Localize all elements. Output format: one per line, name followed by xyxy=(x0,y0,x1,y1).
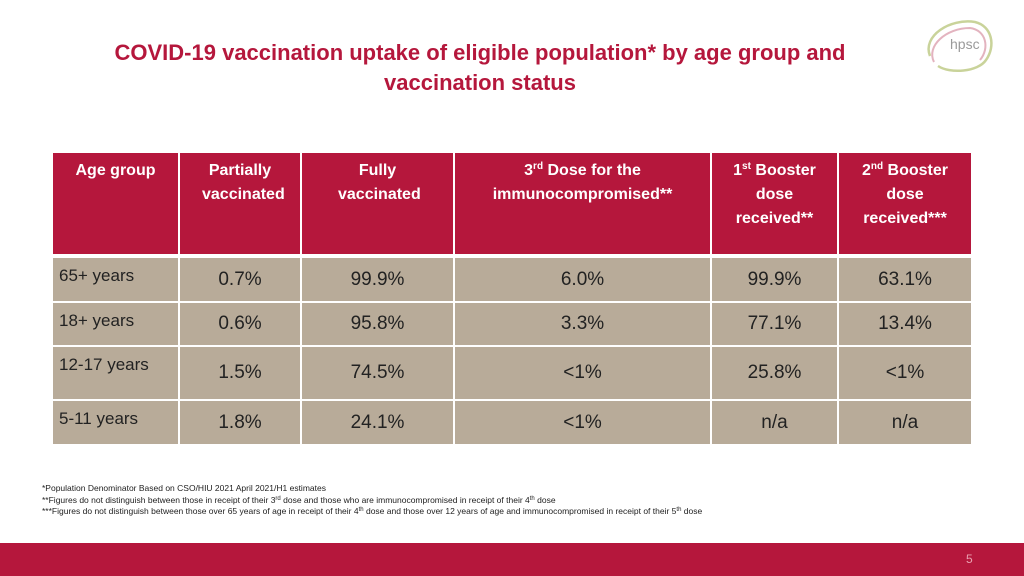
cell-2nd-booster: <1% xyxy=(838,345,971,400)
page-title: COVID-19 vaccination uptake of eligible … xyxy=(40,38,920,98)
header-3rd-dose-num: 3 xyxy=(524,162,534,179)
header-1st-booster-num: 1 xyxy=(733,162,743,179)
logo-text: hpsc xyxy=(950,36,980,52)
footnotes: *Population Denominator Based on CSO/HIU… xyxy=(42,483,702,518)
header-2nd-booster: 2nd Booster dose received*** xyxy=(838,153,971,256)
footnote-2-sup-1: rd xyxy=(275,495,281,502)
cell-1st-booster: n/a xyxy=(711,399,839,444)
cell-age-group: 5-11 years xyxy=(53,399,180,444)
cell-fully: 99.9% xyxy=(301,254,455,302)
footnote-2-part-b: dose and those who are immunocompromised… xyxy=(280,494,530,505)
header-age-group: Age group xyxy=(53,153,180,256)
header-3rd-dose: 3rd Dose for the immunocompromised** xyxy=(454,153,712,256)
footnote-2: **Figures do not distinguish between tho… xyxy=(42,495,702,507)
cell-age-group: 18+ years xyxy=(53,301,180,346)
footnote-3-part-a: ***Figures do not distinguish between th… xyxy=(42,506,359,516)
header-3rd-dose-sup: rd xyxy=(533,161,544,172)
header-1st-booster-sup: st xyxy=(742,161,751,172)
cell-partially: 1.5% xyxy=(179,345,302,400)
cell-fully: 95.8% xyxy=(301,301,455,346)
footnote-3: ***Figures do not distinguish between th… xyxy=(42,506,702,518)
header-1st-booster-text: Booster dose received** xyxy=(735,162,816,227)
cell-1st-booster: 99.9% xyxy=(711,254,839,302)
cell-2nd-booster: n/a xyxy=(838,399,971,444)
cell-partially: 0.6% xyxy=(179,301,302,346)
header-1st-booster: 1st Booster dose received** xyxy=(711,153,839,256)
table-row: 65+ years 0.7% 99.9% 6.0% 99.9% 63.1% xyxy=(53,254,971,302)
footnote-1: *Population Denominator Based on CSO/HIU… xyxy=(42,483,326,493)
vaccination-table: Age group Partially vaccinated Fully vac… xyxy=(53,153,971,444)
header-2nd-booster-text: Booster dose received*** xyxy=(863,162,949,227)
header-3rd-dose-text: Dose for the immunocompromised** xyxy=(492,162,673,203)
footnote-3-sup-2: th xyxy=(676,507,682,513)
cell-3rd-dose: 3.3% xyxy=(454,301,712,346)
header-2nd-booster-num: 2 xyxy=(861,162,871,179)
cell-3rd-dose: <1% xyxy=(454,399,712,444)
cell-3rd-dose: <1% xyxy=(454,345,712,400)
footnote-2-part-c: dose xyxy=(534,494,556,505)
footnote-2-part-a: **Figures do not distinguish between tho… xyxy=(42,494,276,505)
hpsc-logo-icon xyxy=(927,20,993,73)
table-row: 18+ years 0.6% 95.8% 3.3% 77.1% 13.4% xyxy=(53,301,971,346)
cell-2nd-booster: 13.4% xyxy=(838,301,971,346)
cell-3rd-dose: 6.0% xyxy=(454,254,712,302)
table-row: 12-17 years 1.5% 74.5% <1% 25.8% <1% xyxy=(53,345,971,400)
footnote-2-sup-2: th xyxy=(529,495,535,502)
footer-bar xyxy=(0,543,1024,576)
cell-fully: 74.5% xyxy=(301,345,455,400)
table-row: 5-11 years 1.8% 24.1% <1% n/a n/a xyxy=(53,399,971,444)
footnote-3-sup-1: th xyxy=(358,507,364,513)
header-2nd-booster-sup: nd xyxy=(870,161,884,172)
page-number: 5 xyxy=(966,552,973,566)
cell-fully: 24.1% xyxy=(301,399,455,444)
table-header-row: Age group Partially vaccinated Fully vac… xyxy=(53,153,971,256)
cell-partially: 0.7% xyxy=(179,254,302,302)
header-partially-vaccinated: Partially vaccinated xyxy=(179,153,302,256)
footnote-3-part-c: dose xyxy=(681,506,703,516)
cell-1st-booster: 77.1% xyxy=(711,301,839,346)
footnote-3-part-b: dose and those over 12 years of age and … xyxy=(363,506,677,516)
title-line-1: COVID-19 vaccination uptake of eligible … xyxy=(114,40,846,65)
cell-1st-booster: 25.8% xyxy=(711,345,839,400)
cell-partially: 1.8% xyxy=(179,399,302,444)
title-line-2: vaccination status xyxy=(384,70,576,95)
cell-2nd-booster: 63.1% xyxy=(838,254,971,302)
header-fully-vaccinated: Fully vaccinated xyxy=(301,153,455,256)
cell-age-group: 65+ years xyxy=(53,254,180,302)
cell-age-group: 12-17 years xyxy=(53,345,180,400)
